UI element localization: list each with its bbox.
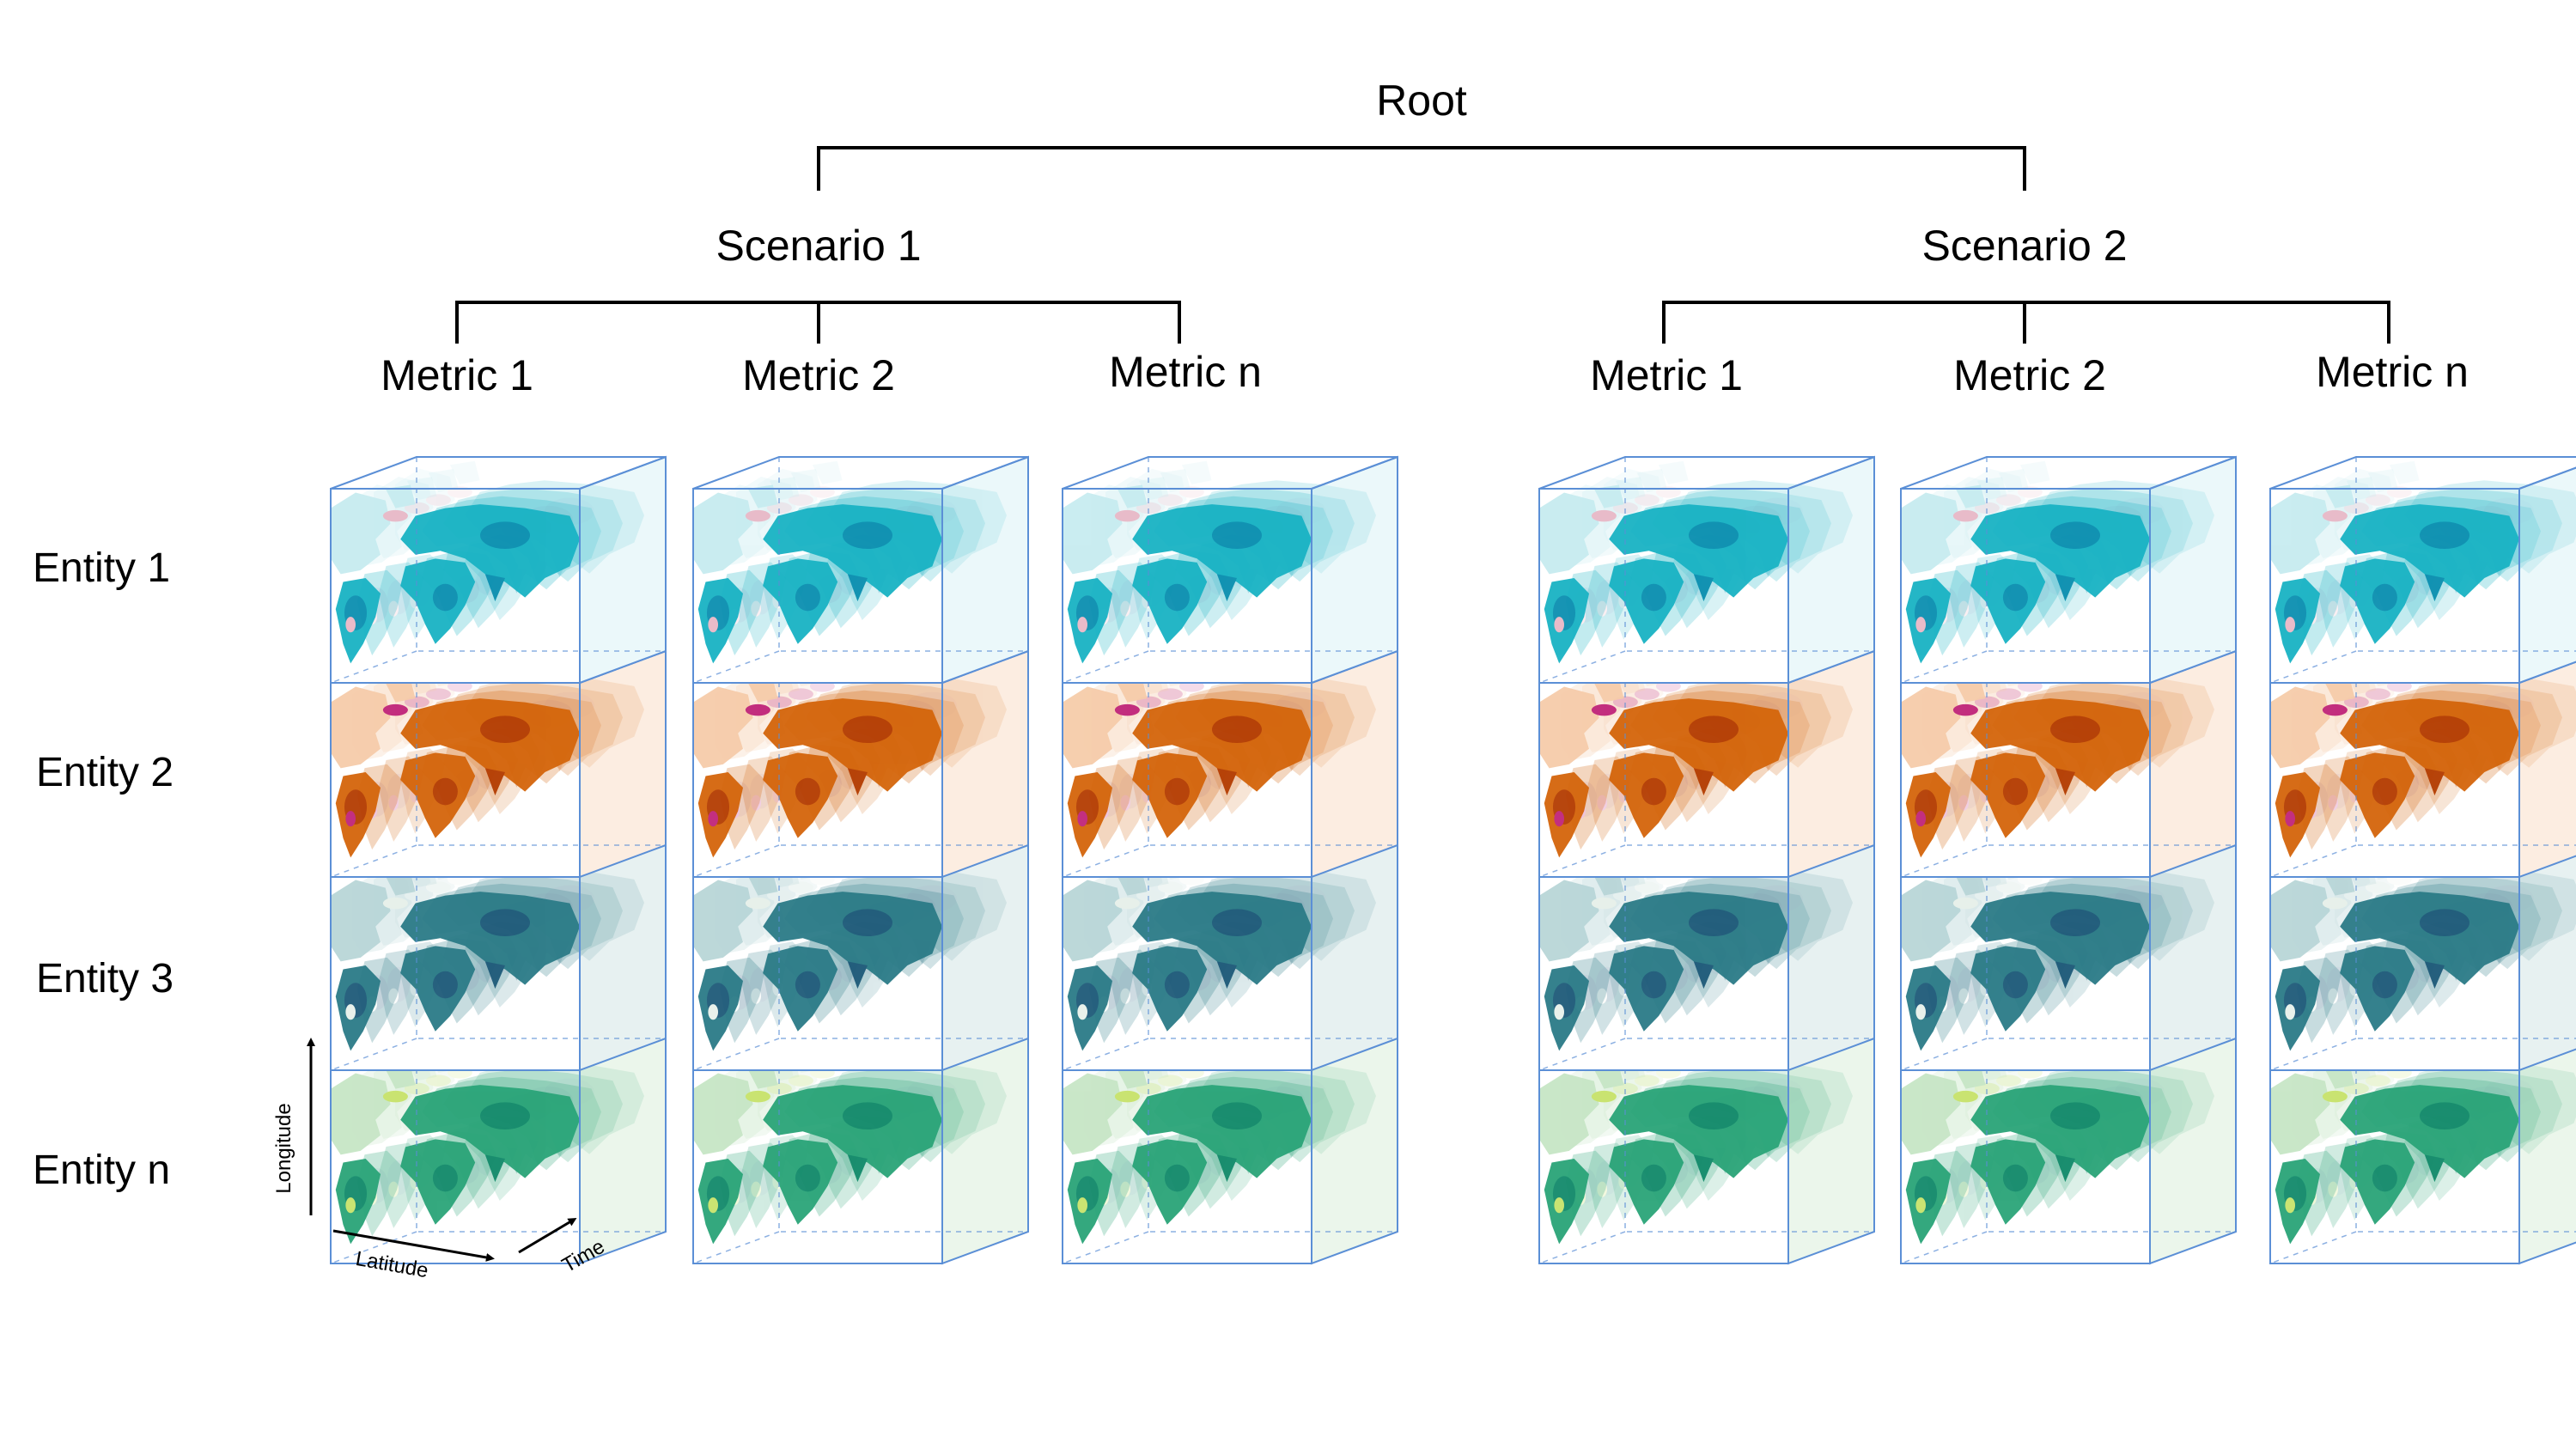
cube-entity-3-s2-m2: [1900, 843, 2237, 1072]
cube-entity-n-s1-m1: [330, 1036, 667, 1265]
map-front-face: [1063, 1065, 1312, 1245]
cube-entity-3-s2-mn: [2269, 843, 2576, 1072]
cube-entity-n-s2-mn: [2269, 1037, 2576, 1265]
cube-entity-1-s1-mn: [1062, 455, 1398, 685]
map-front-face: [331, 484, 580, 664]
map-front-face: [693, 484, 942, 664]
scenario-2-metric-n-label: Metric n: [2316, 348, 2469, 396]
map-front-face: [331, 1065, 580, 1245]
map-front-face: [1063, 872, 1312, 1051]
cube-entity-n-s1-mn: [1062, 1036, 1398, 1265]
cube-entity-1-s1-m1: [330, 455, 667, 685]
scenario-1-metric-n-label: Metric n: [1109, 348, 1262, 396]
cube-grid: [330, 455, 2576, 1265]
longitude-axis-label: Longitude: [272, 1103, 295, 1193]
cube-entity-3-s1-mn: [1062, 843, 1398, 1072]
map-front-face: [1539, 872, 1788, 1051]
cube-entity-n-s1-m2: [692, 1036, 1029, 1265]
cube-entity-3-s1-m1: [330, 843, 667, 1072]
scenario-2-metric-2-label: Metric 2: [1953, 351, 2106, 399]
cube-entity-3-s1-m2: [692, 843, 1029, 1072]
cube-entity-2-s1-mn: [1062, 649, 1398, 879]
map-front-face: [1063, 484, 1312, 664]
entity-1-label: Entity 1: [33, 545, 170, 591]
entity-2-label: Entity 2: [36, 750, 174, 795]
map-front-face: [1901, 484, 2150, 664]
map-front-face: [2270, 872, 2519, 1051]
map-front-face: [1901, 872, 2150, 1051]
cube-entity-1-s2-mn: [2269, 456, 2576, 685]
entity-n-label: Entity n: [33, 1148, 170, 1193]
scenario-1-metric-2-label: Metric 2: [742, 351, 895, 399]
cube-entity-1-s2-m1: [1538, 455, 1875, 685]
map-front-face: [693, 1065, 942, 1245]
map-front-face: [2270, 484, 2519, 664]
map-front-face: [693, 679, 942, 858]
entity-3-label: Entity 3: [36, 956, 174, 1002]
map-front-face: [2270, 679, 2519, 858]
map-front-face: [1539, 484, 1788, 664]
map-front-face: [1901, 1065, 2150, 1245]
scenario-2-metric-1-label: Metric 1: [1590, 351, 1743, 399]
map-front-face: [2270, 1065, 2519, 1245]
map-front-face: [693, 872, 942, 1051]
cube-entity-1-s1-m2: [692, 455, 1029, 685]
cube-entity-2-s1-m2: [692, 649, 1029, 879]
time-axis-arrow: [518, 1217, 577, 1254]
map-front-face: [1901, 679, 2150, 858]
cube-entity-3-s2-m1: [1538, 843, 1875, 1072]
cube-entity-1-s2-m2: [1900, 455, 2237, 685]
cube-entity-2-s2-m1: [1538, 649, 1875, 879]
scenario-1-metric-1-label: Metric 1: [381, 351, 533, 399]
scenario-1-bracket: [455, 301, 1181, 344]
cube-entity-2-s1-m1: [330, 649, 667, 879]
cube-entity-n-s2-m1: [1538, 1036, 1875, 1265]
root-label: Root: [1376, 76, 1467, 125]
map-front-face: [331, 679, 580, 858]
map-front-face: [331, 872, 580, 1051]
root-bracket: [817, 146, 2026, 191]
scenario-1-label: Scenario 1: [716, 222, 921, 270]
cube-entity-2-s2-mn: [2269, 650, 2576, 879]
latitude-axis-arrow: [332, 1229, 495, 1262]
cube-entity-n-s2-m2: [1900, 1036, 2237, 1265]
map-front-face: [1063, 679, 1312, 858]
scenario-2-bracket: [1662, 301, 2390, 344]
scenario-2-label: Scenario 2: [1921, 222, 2127, 270]
map-front-face: [1539, 1065, 1788, 1245]
map-front-face: [1539, 679, 1788, 858]
cube-entity-2-s2-m2: [1900, 649, 2237, 879]
